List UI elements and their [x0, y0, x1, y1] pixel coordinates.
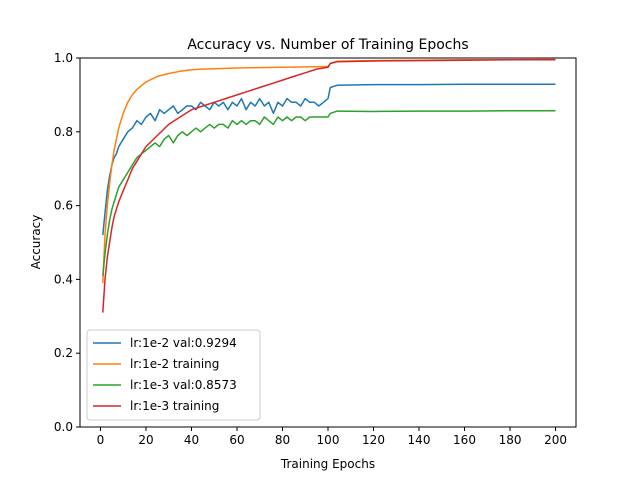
y-tick-label: 0.0: [54, 420, 73, 434]
x-tick-label: 100: [317, 433, 340, 447]
x-tick-label: 60: [229, 433, 244, 447]
x-axis-ticks: 0 20 40 60 80 100 120 140 160 180 200: [97, 427, 567, 447]
plot-frame: [79, 57, 577, 428]
y-tick-label: 0.2: [54, 346, 73, 360]
legend-box: [86, 329, 261, 421]
y-tick-label: 1.0: [54, 51, 73, 65]
x-tick-label: 120: [362, 433, 385, 447]
x-tick-label: 140: [408, 433, 431, 447]
series-line-1: [102, 83, 556, 236]
series-line-3: [102, 110, 556, 276]
legend-label: lr:1e-2 val:0.9294: [130, 336, 237, 350]
x-axis-label: Training Epochs: [280, 457, 375, 471]
y-tick-label: 0.8: [54, 125, 73, 139]
x-tick-label: 40: [184, 433, 199, 447]
y-tick-label: 0.4: [54, 272, 73, 286]
x-tick-label: 200: [544, 433, 567, 447]
x-tick-label: 80: [275, 433, 290, 447]
y-axis-label: Accuracy: [29, 215, 43, 270]
legend-label: lr:1e-3 training: [130, 399, 219, 413]
y-axis-ticks: 0.0 0.2 0.4 0.6 0.8 1.0: [54, 51, 80, 434]
x-tick-label: 0: [97, 433, 105, 447]
y-tick-label: 0.6: [54, 199, 73, 213]
x-tick-label: 20: [138, 433, 153, 447]
legend-label: lr:1e-3 val:0.8573: [130, 378, 237, 392]
x-tick-label: 180: [499, 433, 522, 447]
series-line-4: [102, 59, 556, 313]
plot-lines: [102, 58, 556, 313]
legend-label: lr:1e-2 training: [130, 357, 219, 371]
x-tick-label: 160: [453, 433, 476, 447]
legend: lr:1e-2 val:0.9294 lr:1e-2 training lr:1e-…: [86, 329, 261, 421]
chart-title: Accuracy vs. Number of Training Epochs: [187, 37, 468, 53]
